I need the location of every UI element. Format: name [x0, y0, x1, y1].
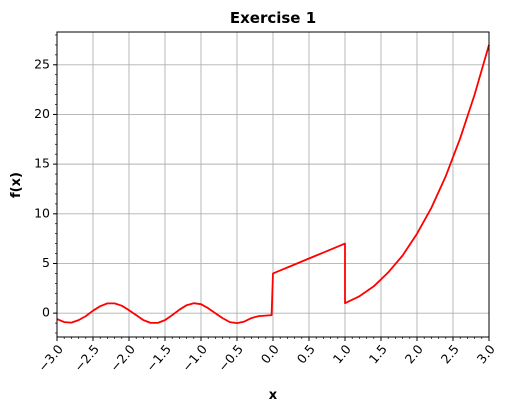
plot-series	[56, 44, 490, 325]
chart-title: Exercise 1	[230, 9, 316, 27]
y-tick-label: 25	[34, 56, 50, 71]
y-tick-label: 15	[34, 156, 50, 171]
axis-ticks: −3.0 −2.5 −2.0 −1.5 −1.0 −0.5 0.0 0.5 1.0 1.5 2.0 2…	[34, 34, 498, 374]
y-tick-label: 10	[34, 205, 50, 220]
y-tick-label: 20	[34, 106, 50, 121]
x-axis-label: x	[269, 388, 278, 403]
y-axis-label: f(x)	[9, 172, 24, 198]
series-line	[56, 44, 490, 325]
y-tick-label: 0	[42, 305, 50, 320]
y-tick-label: 5	[42, 255, 50, 270]
